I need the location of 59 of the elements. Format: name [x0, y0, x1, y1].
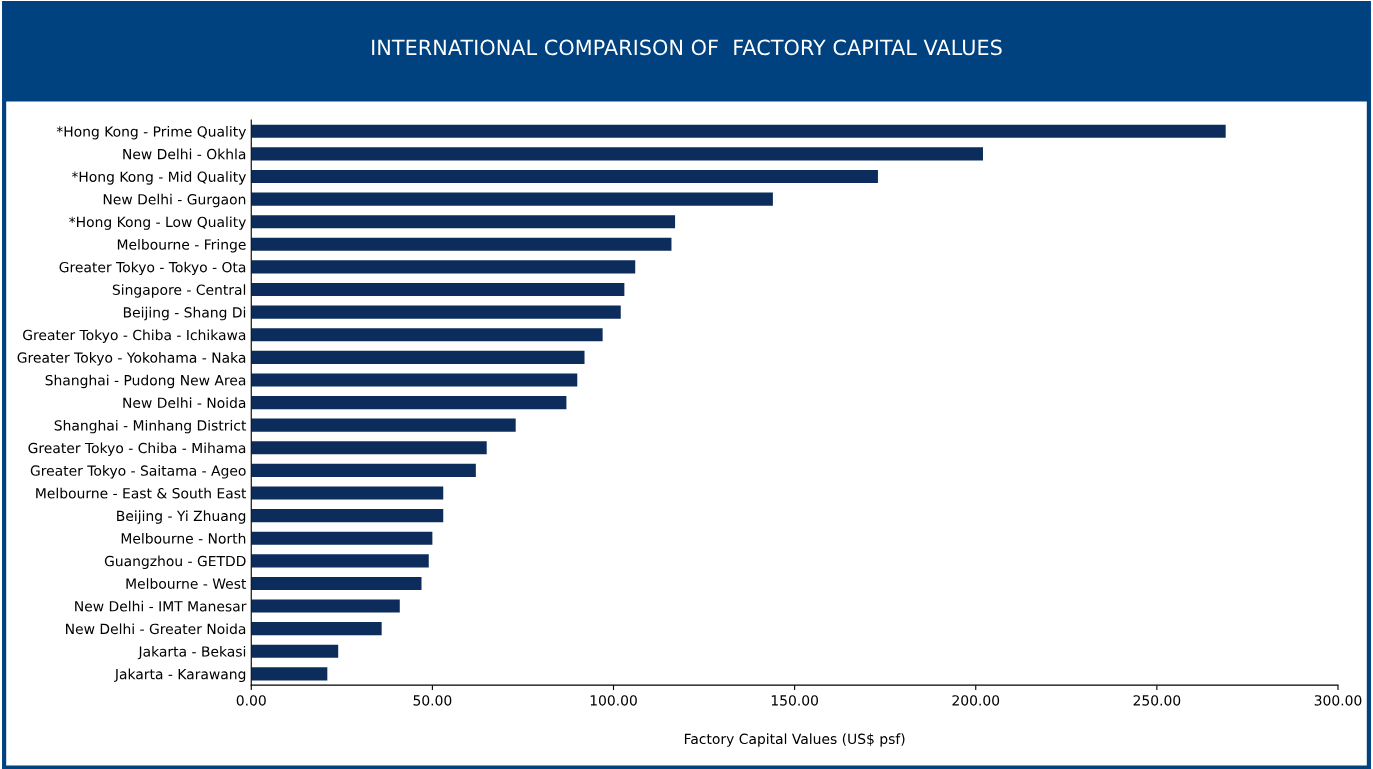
bar	[251, 531, 433, 545]
y-tick-label: *Hong Kong - Low Quality	[69, 216, 246, 230]
y-tick-label: Melbourne - Fringe	[117, 239, 246, 253]
y-tick-label: Melbourne - West	[126, 578, 247, 589]
bar	[251, 237, 672, 251]
bar	[251, 282, 625, 297]
bar	[251, 260, 636, 274]
x-tick-label: 50.00	[413, 695, 452, 706]
y-tick-label: Singapore - Central	[112, 284, 246, 298]
bar	[251, 328, 603, 342]
y-tick-label: Melbourne - North	[121, 532, 246, 544]
x-tick-label: 100.00	[590, 695, 637, 706]
bar	[251, 463, 476, 477]
bar	[251, 124, 1226, 138]
y-tick-label: Shanghai - Pudong New Area	[45, 374, 246, 389]
x-axis-title: Factory Capital Values (US$ psf)	[684, 733, 905, 747]
y-tick-label: Melbourne - East & South East	[36, 487, 247, 499]
bar	[251, 192, 773, 206]
y-tick-label: Greater Tokyo - Chiba - Mihama	[28, 442, 246, 456]
x-tick-label: 150.00	[771, 695, 818, 706]
y-tick-label: Shanghai - Minhang District	[54, 419, 247, 434]
y-tick-label: New Delhi - Okhla	[123, 148, 246, 160]
y-tick-label: *Hong Kong - Prime Quality	[56, 125, 246, 140]
y-tick-label: Jakarta - Bekasi	[137, 645, 246, 660]
y-tick-label: Beijing - Shang Di	[123, 306, 246, 321]
bar	[251, 350, 585, 364]
x-tick-label: 0.00	[236, 695, 266, 706]
y-tick-label: Greater Tokyo - Chiba - Ichikawa	[23, 329, 246, 343]
x-tick-label: 200.00	[952, 695, 1000, 706]
bar	[251, 644, 339, 658]
y-tick-label: *Hong Kong - Mid Quality	[71, 171, 246, 185]
y-tick-label: Greater Tokyo - Tokyo - Ota	[59, 261, 246, 276]
bar	[251, 667, 328, 681]
x-tick-label: 300.00	[1314, 695, 1362, 706]
y-tick-label: Guangzhou - GETDD	[104, 555, 246, 569]
bar	[251, 147, 983, 161]
bar	[251, 622, 382, 636]
y-tick-label: Beijing - Yi Zhuang	[117, 510, 246, 524]
y-tick-label: New Delhi - IMT Manesar	[75, 600, 247, 612]
y-tick-label: New Delhi - Greater Noida	[66, 623, 246, 635]
bar	[251, 215, 676, 229]
bar	[251, 554, 429, 568]
y-tick-label: Greater Tokyo - Saitama - Ageo	[30, 465, 246, 479]
y-tick-label: Jakarta - Karawang	[114, 668, 246, 683]
y-tick-label: New Delhi - Gurgaon	[103, 193, 246, 208]
y-tick-label: New Delhi - Noida	[123, 397, 246, 409]
bar	[251, 486, 444, 500]
bar	[251, 599, 400, 613]
bar	[251, 509, 444, 523]
bar	[251, 169, 878, 184]
bar	[251, 576, 422, 590]
bar	[251, 305, 621, 319]
bar	[251, 396, 567, 410]
x-tick-label: 250.00	[1133, 695, 1181, 706]
bar	[251, 418, 516, 432]
chart-title: INTERNATIONAL COMPARISON OF FACTORY CAPITAL VALUES	[372, 39, 1002, 56]
bar	[251, 373, 578, 387]
bar	[251, 441, 487, 455]
y-tick-label: Greater Tokyo - Yokohama - Naka	[17, 352, 246, 366]
